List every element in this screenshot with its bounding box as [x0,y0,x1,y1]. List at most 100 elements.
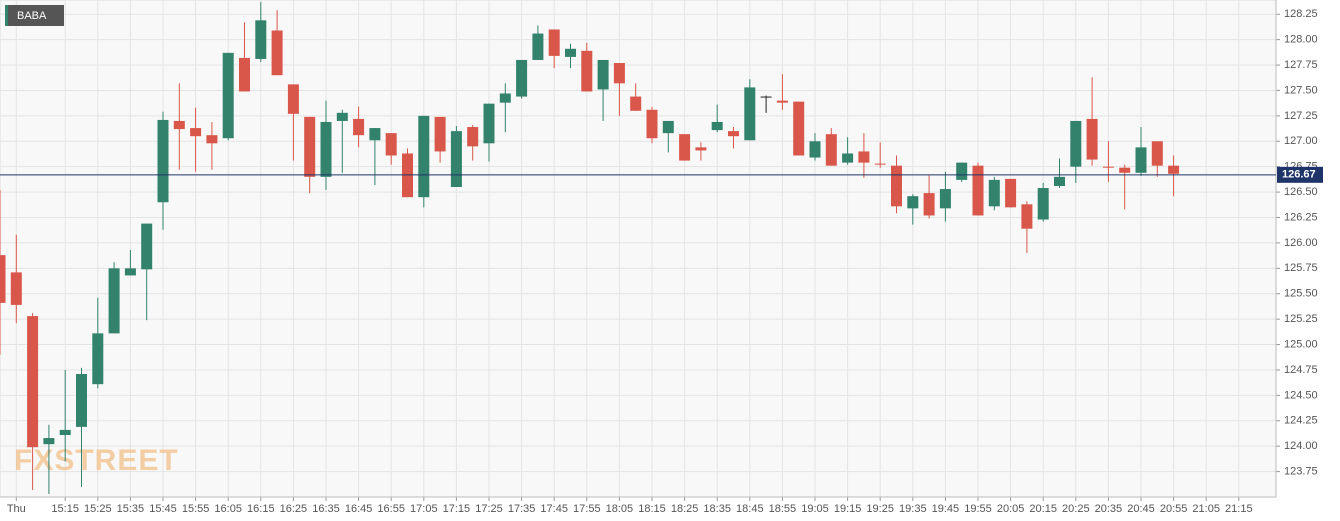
candle-body [27,316,39,448]
candle-body [206,135,218,144]
y-tick-label: 125.00 [1284,338,1318,350]
candle-body [1151,141,1163,166]
candle-body [1086,118,1098,160]
candle-body [988,179,1000,207]
x-tick-label: 17:15 [443,503,471,515]
candle-body [190,128,202,137]
candle-body [141,223,153,270]
candle-body [287,84,299,114]
legend-swatch [5,5,8,26]
x-tick-label: 17:05 [410,503,438,515]
y-tick-label: 127.25 [1284,110,1318,122]
x-tick-label: 20:35 [1095,503,1123,515]
candle-body [385,133,397,156]
candle-body [1037,188,1049,220]
candle-body [157,119,169,203]
candle-body [43,438,55,445]
x-tick-label: 16:45 [345,503,373,515]
candle-body [1119,167,1131,173]
candle-body [353,118,365,136]
y-tick-label: 128.00 [1284,34,1318,46]
candle-body [597,59,609,90]
y-tick-label: 126.50 [1284,186,1318,198]
watermark: FXSTREET [14,444,179,477]
candle-body [59,429,71,436]
y-tick-label: 128.25 [1284,8,1318,20]
candle-body [499,93,511,103]
candle-body [271,30,283,76]
candle-body [695,147,707,151]
candle-body [776,100,788,103]
candle-body [630,96,642,111]
candle-body [842,153,854,163]
x-tick-label: 18:45 [736,503,764,515]
x-tick-label: 17:25 [475,503,503,515]
x-tick-label: 21:05 [1192,503,1220,515]
candle-body [565,48,576,57]
candle-body [483,103,495,144]
y-tick-label: 127.50 [1284,84,1318,96]
x-tick-label: 19:25 [866,503,894,515]
x-tick-label: 18:35 [703,503,731,515]
candle-body [0,255,6,303]
y-tick-label: 126.25 [1284,211,1318,223]
candle-body [891,165,902,207]
candle-body [1005,178,1017,208]
candle-body [858,151,870,163]
x-tick-label: 19:15 [834,503,862,515]
candle-body [581,50,593,92]
candle-body [662,120,674,134]
candle-body [825,134,837,166]
candle-body [874,163,886,165]
candle-body [434,116,446,152]
x-tick-label: 16:35 [312,503,340,515]
y-tick-label: 125.75 [1284,262,1318,274]
x-tick-label: 18:05 [606,503,634,515]
candle-body [1021,204,1033,229]
candle-body [923,193,935,216]
y-tick-label: 127.75 [1284,59,1318,71]
candle-body [711,121,723,131]
candle-body [304,116,316,177]
x-tick-label: 20:25 [1062,503,1090,515]
x-tick-label: 16:55 [377,503,405,515]
x-tick-label: 18:15 [638,503,666,515]
legend-label: BABA [17,10,47,22]
candle-body [613,63,625,84]
candle-body [1168,165,1180,174]
candle-body [516,59,528,97]
candle-body [108,268,120,334]
y-tick-label: 127.00 [1284,135,1318,147]
candle-body [760,96,772,98]
x-tick-label: 16:25 [280,503,308,515]
x-tick-label: 20:55 [1160,503,1188,515]
candle-body [336,112,348,121]
candle-body [679,134,691,161]
candle-body [222,52,234,139]
x-tick-label: 17:55 [573,503,601,515]
x-tick-label: 20:45 [1127,503,1155,515]
candle-body [450,131,462,188]
candle-body [972,165,984,216]
y-tick-label: 124.00 [1284,440,1318,452]
x-tick-label: 18:55 [769,503,797,515]
y-tick-label: 125.50 [1284,288,1318,300]
x-tick-label: 15:45 [149,503,177,515]
candle-body [10,272,22,305]
y-tick-label: 126.00 [1284,237,1318,249]
y-tick-label: 124.75 [1284,364,1318,376]
legend-box [5,5,64,26]
x-tick-label: 15:55 [182,503,210,515]
candle-body [239,57,250,92]
candle-body [255,20,267,59]
y-tick-label: 124.25 [1284,415,1318,427]
y-tick-label: 123.75 [1284,465,1318,477]
candle-body [369,128,381,141]
x-tick-label: 15:25 [84,503,112,515]
y-tick-label: 125.25 [1284,313,1318,325]
x-tick-label: 19:55 [964,503,992,515]
x-tick-label: 21:15 [1225,503,1253,515]
candle-body [418,115,430,198]
x-tick-label: 19:45 [932,503,960,515]
candle-body [1054,176,1065,186]
